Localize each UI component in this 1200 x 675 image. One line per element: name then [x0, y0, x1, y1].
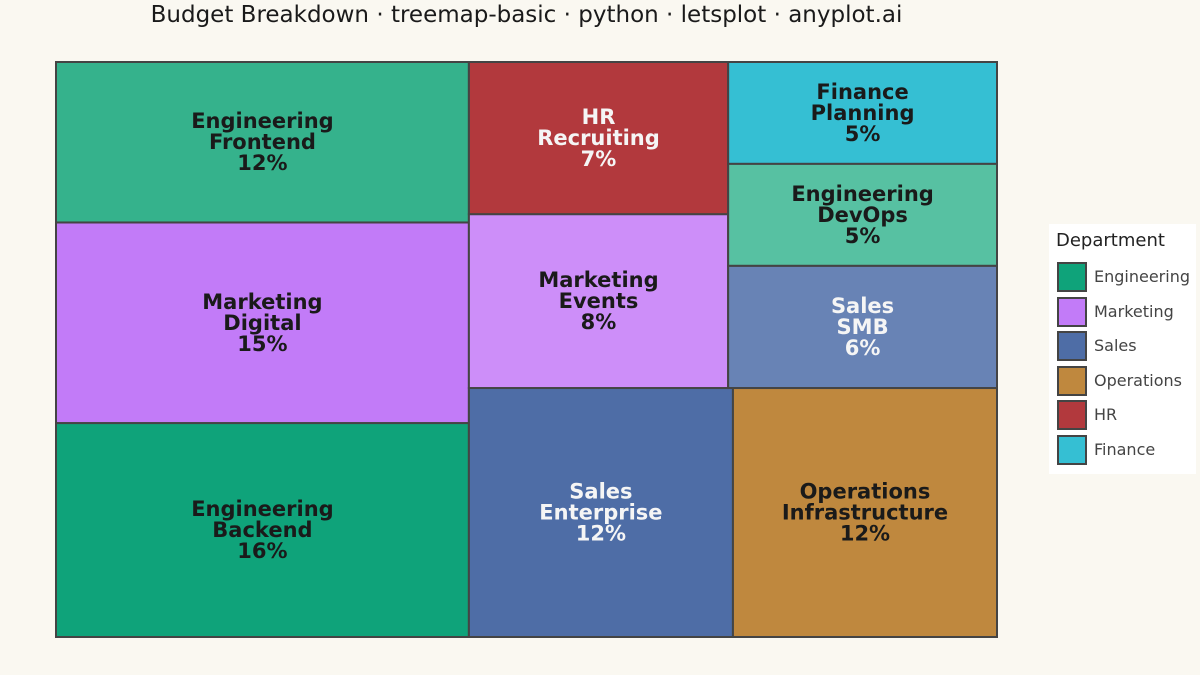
legend-item-hr: HR: [1057, 400, 1196, 430]
tile-percent-label: 16%: [237, 539, 287, 563]
legend-label: Operations: [1094, 370, 1182, 390]
tile-rect: [467, 213, 730, 390]
tile-rect: [727, 61, 999, 165]
tile-percent-label: 6%: [845, 336, 881, 360]
tile-percent-label: 8%: [581, 310, 617, 334]
tile-department-label: Engineering: [191, 109, 334, 133]
tile-percent-label: 5%: [845, 122, 881, 146]
tile-name-label: SMB: [837, 315, 889, 339]
legend-label: Engineering: [1094, 267, 1190, 286]
tile-department-label: Engineering: [191, 497, 334, 521]
tile-department-label: Finance: [816, 80, 908, 104]
legend-item-finance: Finance: [1057, 434, 1196, 465]
tile-percent-label: 12%: [237, 151, 287, 175]
tile-percent-label: 12%: [576, 522, 626, 546]
tile-rect: [467, 61, 730, 216]
tile-name-label: Infrastructure: [782, 501, 948, 525]
tile-department-label: Sales: [569, 480, 632, 504]
legend-key: [1057, 365, 1087, 396]
tile-name-label: Backend: [212, 518, 312, 542]
legend-item-operations: Operations: [1057, 365, 1196, 396]
tile-name-label: Enterprise: [539, 501, 662, 525]
tile-rect: [727, 264, 999, 390]
tile-name-label: Planning: [811, 101, 915, 125]
chart-title: Budget Breakdown · treemap-basic · pytho…: [150, 2, 903, 28]
tile-name-label: Recruiting: [537, 126, 660, 150]
tile-rect: [731, 387, 998, 638]
tile-percent-label: 15%: [237, 332, 287, 356]
tile-name-label: Frontend: [209, 130, 316, 154]
tile-department-label: HR: [582, 105, 616, 129]
legend-label: Marketing: [1094, 301, 1174, 321]
tile-rect: [55, 61, 470, 224]
tile-rect: [727, 162, 999, 267]
legend-key: [1057, 331, 1087, 361]
legend-label: Sales: [1094, 336, 1137, 355]
legend-key: [1057, 296, 1087, 327]
tile-department-label: Sales: [831, 294, 894, 318]
legend-key: [1057, 262, 1087, 292]
legend-label: Finance: [1094, 439, 1156, 459]
legend: Department Engineering Marketing Sales Oper…: [1049, 224, 1196, 474]
tile-name-label: Events: [559, 289, 639, 313]
tile-percent-label: 12%: [840, 522, 890, 546]
tile-department-label: Engineering: [791, 182, 934, 206]
tile-department-label: Operations: [800, 480, 931, 504]
tile-department-label: Marketing: [202, 290, 322, 314]
tile-rect: [55, 422, 470, 638]
tile-rect: [55, 221, 470, 425]
legend-item-marketing: Marketing: [1057, 296, 1196, 327]
tile-name-label: Digital: [223, 311, 301, 335]
tile-department-label: Marketing: [538, 268, 658, 292]
tile-percent-label: 5%: [845, 224, 881, 248]
legend-item-engineering: Engineering: [1057, 262, 1196, 292]
legend-title: Department: [1056, 230, 1165, 251]
tile-name-label: DevOps: [817, 203, 908, 227]
tile-percent-label: 7%: [581, 147, 617, 171]
legend-key: [1057, 400, 1087, 430]
legend-label: HR: [1094, 405, 1118, 424]
legend-key: [1057, 434, 1087, 465]
legend-item-sales: Sales: [1057, 331, 1196, 361]
